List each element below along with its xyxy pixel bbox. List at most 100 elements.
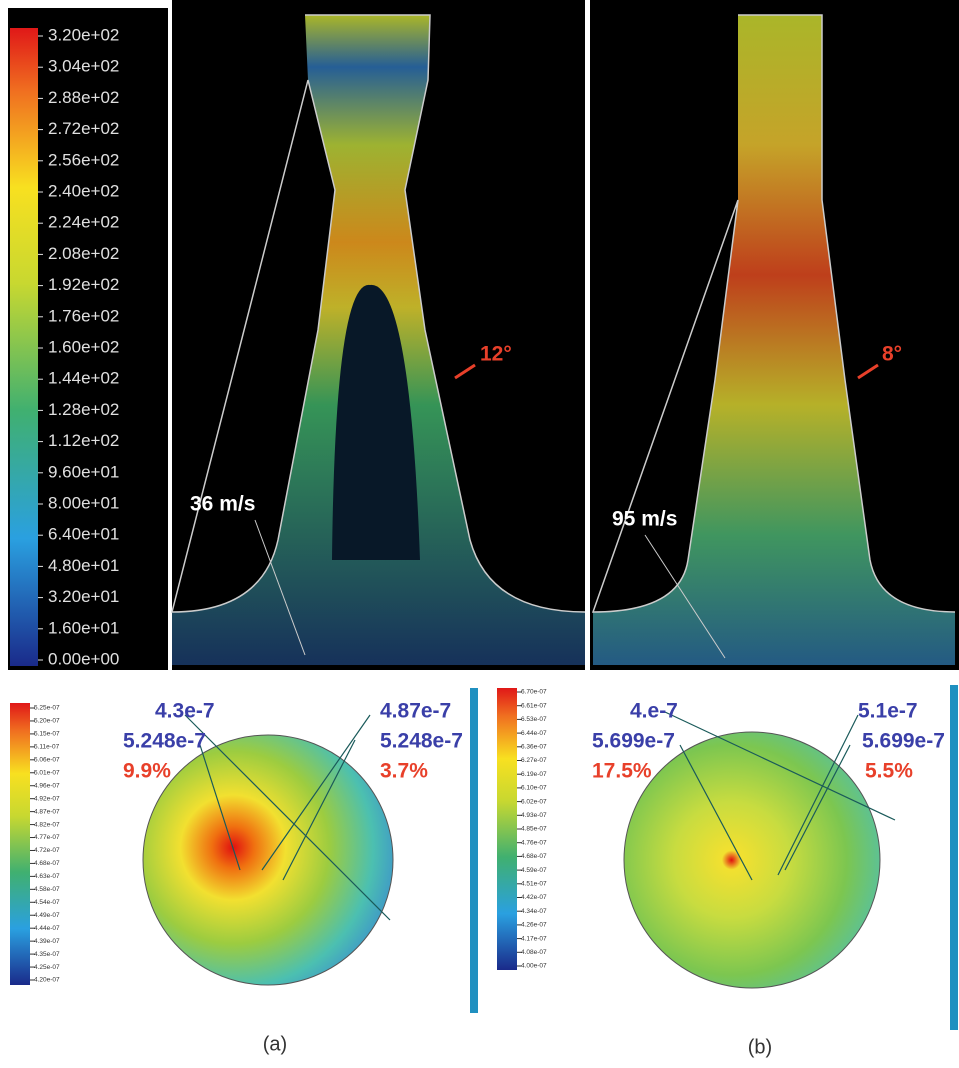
colorbar-label: 6.40e+01 (48, 525, 119, 544)
colorbar-label: 4.82e-07 (34, 821, 60, 828)
point-label: 5.248e-7 (123, 730, 206, 753)
contour-a (142, 734, 394, 986)
colorbar-label: 4.87e-07 (34, 808, 60, 815)
colorbar-label: 6.70e-07 (521, 689, 547, 696)
colorbar-label: 4.92e-07 (34, 795, 60, 802)
colorbar-label: 6.02e-07 (521, 798, 547, 805)
colorbar-labels: 6.70e-07 6.61e-07 6.53e-07 6.44e-07 6.36e-07… (517, 689, 547, 970)
colorbar-label: 1.76e+02 (48, 306, 119, 325)
colorbar-label: 4.76e-07 (521, 839, 547, 846)
colorbar-label: 4.77e-07 (34, 834, 60, 841)
colorbar-label: 2.40e+02 (48, 181, 119, 200)
colorbar-label: 4.20e-07 (34, 977, 60, 984)
speed-label: 36 m/s (190, 493, 255, 516)
colorbar-label: 4.25e-07 (34, 964, 60, 971)
colorbar-label: 2.56e+02 (48, 150, 119, 169)
colorbar (10, 28, 38, 666)
colorbar-label: 1.60e+01 (48, 618, 119, 637)
colorbar-label: 0.00e+00 (48, 649, 119, 668)
colorbar-label: 6.61e-07 (521, 702, 547, 709)
colorbar-label: 2.88e+02 (48, 88, 119, 107)
colorbar-label: 1.44e+02 (48, 369, 119, 388)
colorbar-label: 4.72e-07 (34, 847, 60, 854)
colorbar-label: 1.60e+02 (48, 337, 119, 356)
arrow (857, 363, 879, 380)
leader-lines (184, 711, 896, 921)
nozzle-outline-a (171, 14, 586, 613)
colorbar-label: 5.20e-07 (34, 718, 60, 725)
colorbar-label: 4.93e-07 (521, 812, 547, 819)
colorbar-label: 1.12e+02 (48, 431, 119, 450)
jet-core-a (332, 284, 420, 560)
colorbar-label: 1.28e+02 (48, 400, 119, 419)
colorbar-label: 6.53e-07 (521, 716, 547, 723)
colorbar-label: 4.68e-07 (34, 860, 60, 867)
point-label: 5.699e-7 (592, 730, 675, 753)
colorbar-label: 4.80e+01 (48, 556, 119, 575)
colorbar-label: 4.58e-07 (34, 886, 60, 893)
colorbar-label: 2.72e+02 (48, 119, 119, 138)
colorbar-label: 2.08e+02 (48, 244, 119, 263)
caption: (a) (263, 1033, 287, 1055)
colorbar-label: 4.68e-07 (521, 853, 547, 860)
colorbar-label: 4.35e-07 (34, 951, 60, 958)
colorbar-label: 4.44e-07 (34, 925, 60, 932)
colorbar-label: 4.54e-07 (34, 899, 60, 906)
colorbar-label: 4.08e-07 (521, 949, 547, 956)
percent-label: 5.5% (865, 760, 913, 783)
colorbar-label: 3.20e+01 (48, 587, 119, 606)
point-label: 5.699e-7 (862, 730, 945, 753)
colorbar-label: 8.00e+01 (48, 493, 119, 512)
arrow (454, 363, 476, 380)
colorbar-label: 6.19e-07 (521, 771, 547, 778)
percent-label: 9.9% (123, 760, 171, 783)
colorbar-label: 6.27e-07 (521, 757, 547, 764)
angle-label: 12° (480, 343, 512, 366)
colorbar-label: 2.24e+02 (48, 213, 119, 232)
colorbar-label: 3.04e+02 (48, 57, 119, 76)
leader-line (254, 519, 306, 656)
colorbar-label: 4.49e-07 (34, 912, 60, 919)
colorbar-label: 4.63e-07 (34, 873, 60, 880)
divider (470, 688, 478, 1013)
colorbar-labels: 3.20e+02 3.04e+02 2.88e+02 2.72e+02 2.56e+02… (38, 25, 119, 668)
colorbar-label: 5.01e-07 (34, 769, 60, 776)
caption: (b) (748, 1036, 772, 1058)
colorbar-label: 5.15e-07 (34, 731, 60, 738)
colorbar-label: 9.60e+01 (48, 462, 119, 481)
colorbar-label: 6.44e-07 (521, 730, 547, 737)
colorbar-label: 5.25e-07 (34, 705, 60, 712)
colorbar-label: 4.39e-07 (34, 938, 60, 945)
colorbar-label: 3.20e+02 (48, 25, 119, 44)
colorbar-label: 4.34e-07 (521, 908, 547, 915)
small-colorbar (10, 703, 30, 985)
speed-label: 95 m/s (612, 508, 677, 531)
colorbar-label: 6.10e-07 (521, 785, 547, 792)
colorbar-label: 4.51e-07 (521, 881, 547, 888)
colorbar-label: 4.42e-07 (521, 894, 547, 901)
colorbar-label: 5.11e-07 (34, 744, 60, 751)
colorbar-label: 4.00e-07 (521, 963, 547, 970)
colorbar-label: 4.26e-07 (521, 922, 547, 929)
contour-b (623, 731, 881, 989)
point-label: 5.1e-7 (858, 700, 918, 723)
percent-label: 17.5% (592, 760, 652, 783)
angle-label: 8° (882, 343, 902, 366)
colorbar-label: 4.85e-07 (521, 826, 547, 833)
point-label: 4.e-7 (630, 700, 678, 723)
point-label: 4.3e-7 (155, 700, 215, 723)
small-colorbar (497, 688, 517, 970)
leader-line (644, 534, 726, 659)
nozzle-b (593, 15, 955, 665)
colorbar-labels: 5.25e-07 5.20e-07 5.15e-07 5.11e-07 5.06e-07… (30, 705, 60, 984)
colorbar-label: 4.96e-07 (34, 782, 60, 789)
colorbar-label: 1.92e+02 (48, 275, 119, 294)
divider (950, 685, 958, 1030)
point-label: 4.87e-7 (380, 700, 451, 723)
percent-label: 3.7% (380, 760, 428, 783)
colorbar-label: 4.17e-07 (521, 935, 547, 942)
colorbar-label: 4.59e-07 (521, 867, 547, 874)
point-label: 5.248e-7 (380, 730, 463, 753)
